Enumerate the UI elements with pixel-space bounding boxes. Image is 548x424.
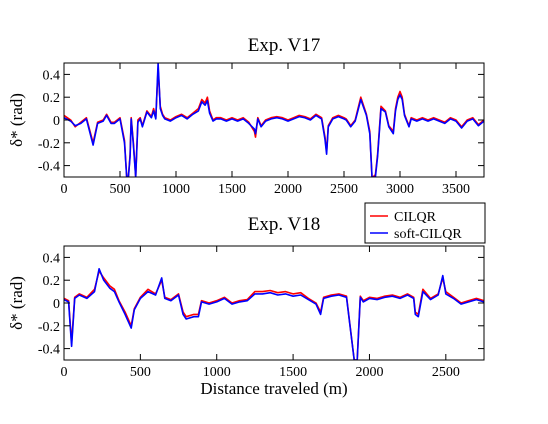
panel-title: Exp. V17 bbox=[248, 35, 320, 56]
series-line-soft-cilqr bbox=[64, 267, 484, 360]
legend-label: CILQR bbox=[394, 210, 437, 225]
x-tick-label: 2500 bbox=[330, 182, 358, 197]
y-tick-label: 0 bbox=[53, 297, 60, 312]
legend-box bbox=[364, 202, 486, 244]
y-tick-label: -0.4 bbox=[38, 160, 60, 175]
legend-label: soft-CILQR bbox=[394, 227, 462, 242]
y-tick-label: -0.4 bbox=[38, 343, 60, 358]
x-tick-label: 1500 bbox=[279, 365, 307, 380]
y-tick-label: 0.4 bbox=[43, 68, 61, 83]
x-tick-label: 0 bbox=[61, 365, 68, 380]
x-tick-label: 3000 bbox=[386, 182, 414, 197]
y-axis-label: δ* (rad) bbox=[7, 276, 26, 330]
series-line-cilqr bbox=[64, 67, 484, 177]
x-tick-label: 0 bbox=[61, 182, 68, 197]
y-tick-label: 0.2 bbox=[43, 91, 61, 106]
x-tick-label: 1000 bbox=[162, 182, 190, 197]
panel-title: Exp. V18 bbox=[248, 214, 320, 235]
y-tick-label: -0.2 bbox=[38, 320, 60, 335]
x-tick-label: 2000 bbox=[274, 182, 302, 197]
x-tick-label: 500 bbox=[130, 365, 151, 380]
x-tick-label: 500 bbox=[110, 182, 131, 197]
y-tick-label: 0 bbox=[53, 114, 60, 129]
y-tick-label: -0.2 bbox=[38, 137, 60, 152]
x-axis-label: Distance traveled (m) bbox=[200, 379, 347, 398]
x-tick-label: 2000 bbox=[355, 365, 383, 380]
series-line-cilqr bbox=[64, 270, 484, 360]
series-line-soft-cilqr bbox=[64, 63, 484, 177]
x-tick-label: 1000 bbox=[203, 365, 231, 380]
y-axis-label: δ* (rad) bbox=[7, 93, 26, 147]
x-tick-label: 3500 bbox=[442, 182, 470, 197]
y-tick-label: 0.2 bbox=[43, 274, 61, 289]
y-tick-label: 0.4 bbox=[43, 251, 61, 266]
x-tick-label: 2500 bbox=[432, 365, 460, 380]
x-tick-label: 1500 bbox=[218, 182, 246, 197]
